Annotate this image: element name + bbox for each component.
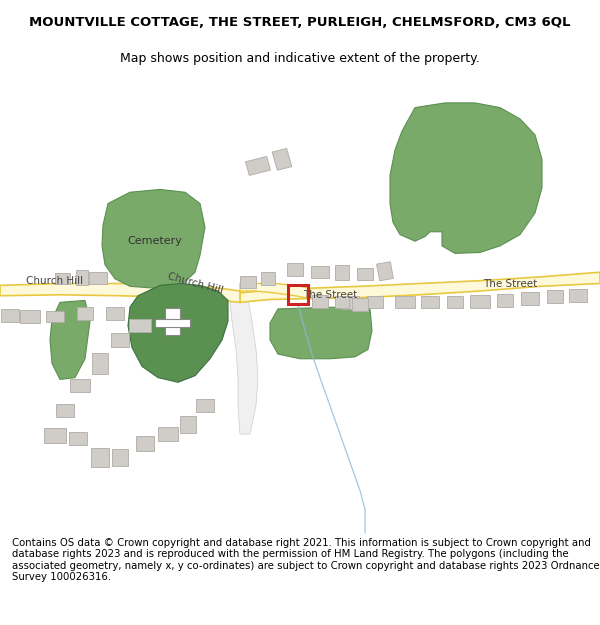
Text: Contains OS data © Crown copyright and database right 2021. This information is : Contains OS data © Crown copyright and d… <box>12 538 599 582</box>
Bar <box>395 296 415 308</box>
Polygon shape <box>390 103 542 253</box>
Bar <box>44 428 66 443</box>
Bar <box>158 428 178 441</box>
Bar <box>421 296 439 308</box>
Polygon shape <box>240 272 600 302</box>
Polygon shape <box>165 308 180 335</box>
Bar <box>76 271 88 286</box>
Bar <box>70 379 90 392</box>
Bar <box>89 272 107 284</box>
Bar <box>106 308 124 320</box>
Bar <box>272 148 292 170</box>
Bar <box>240 276 256 288</box>
Bar <box>69 432 87 445</box>
Bar <box>569 289 587 302</box>
Polygon shape <box>155 319 190 327</box>
Bar <box>287 263 303 276</box>
Bar <box>111 333 129 346</box>
Polygon shape <box>230 299 258 434</box>
Polygon shape <box>0 284 240 302</box>
Bar <box>335 265 349 280</box>
Bar <box>341 296 359 309</box>
Text: Church Hill: Church Hill <box>166 271 224 296</box>
Bar <box>497 294 513 307</box>
Bar <box>92 353 108 374</box>
Bar <box>1 309 19 322</box>
Bar <box>377 262 394 281</box>
Polygon shape <box>50 301 90 379</box>
Bar <box>521 292 539 304</box>
Bar <box>335 296 349 308</box>
Bar <box>352 298 368 311</box>
Text: Church Hill: Church Hill <box>26 276 83 286</box>
Bar <box>20 311 40 322</box>
Bar <box>245 156 271 176</box>
Bar <box>447 296 463 308</box>
Bar <box>136 436 154 451</box>
Bar <box>312 295 328 308</box>
Bar <box>91 448 109 467</box>
Text: Cemetery: Cemetery <box>128 236 182 246</box>
Text: MOUNTVILLE COTTAGE, THE STREET, PURLEIGH, CHELMSFORD, CM3 6QL: MOUNTVILLE COTTAGE, THE STREET, PURLEIGH… <box>29 16 571 29</box>
Bar <box>77 308 93 320</box>
Bar <box>129 319 151 332</box>
Text: The Street: The Street <box>483 279 537 289</box>
Text: Map shows position and indicative extent of the property.: Map shows position and indicative extent… <box>120 52 480 65</box>
Bar <box>55 273 70 284</box>
Bar <box>470 295 490 308</box>
Bar <box>311 266 329 278</box>
Text: The Street: The Street <box>303 290 357 300</box>
Bar <box>46 311 64 322</box>
Polygon shape <box>240 284 310 299</box>
Bar <box>112 449 128 466</box>
Polygon shape <box>270 307 372 359</box>
Bar <box>357 268 373 280</box>
Polygon shape <box>102 189 205 288</box>
Bar <box>196 399 214 412</box>
Bar <box>547 290 563 303</box>
Polygon shape <box>128 284 228 382</box>
Bar <box>56 404 74 417</box>
Bar <box>180 416 196 433</box>
Bar <box>261 272 275 286</box>
Bar <box>367 296 383 308</box>
